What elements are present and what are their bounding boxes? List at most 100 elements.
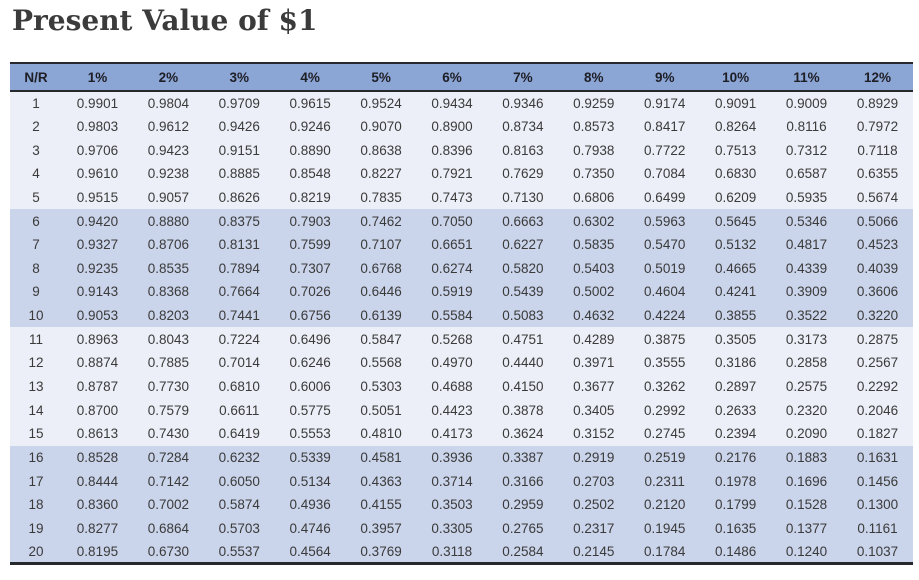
pv-factor-cell: 0.4363 (345, 469, 417, 493)
column-header-rate: 9% (629, 63, 701, 92)
pv-factor-cell: 0.7473 (416, 185, 488, 210)
table-row: 19 0.8277 0.6864 0.5703 0.4746 0.3957 0.3305 0.… (10, 516, 913, 541)
pv-factor-cell: 0.1631 (841, 445, 913, 470)
table-row: 18 0.8360 0.7002 0.5874 0.4936 0.4155 0.3503 0.… (10, 492, 913, 517)
pv-factor-cell: 0.1456 (841, 469, 913, 493)
column-header-rate: 1% (62, 63, 133, 92)
pv-factor-cell: 0.2317 (558, 516, 630, 541)
pv-factor-cell: 0.2394 (700, 421, 772, 446)
pv-factor-cell: 0.2703 (558, 469, 630, 493)
pv-factor-cell: 0.2959 (487, 492, 559, 517)
pv-factor-cell: 0.1827 (841, 421, 913, 446)
pv-factor-cell: 0.8885 (203, 161, 275, 186)
pv-factor-cell: 0.3769 (345, 540, 417, 564)
pv-factor-cell: 0.5935 (771, 185, 842, 210)
pv-factor-cell: 0.1300 (841, 492, 913, 517)
pv-factor-cell: 0.8131 (203, 232, 275, 257)
table-row: 3 0.9706 0.9423 0.9151 0.8890 0.8638 0.8396 0.8… (10, 138, 913, 162)
pv-factor-cell: 0.5919 (416, 280, 488, 304)
pv-factor-cell: 0.9804 (132, 91, 204, 115)
column-header-period: N/R (10, 63, 62, 92)
pv-factor-cell: 0.4581 (345, 445, 417, 470)
pv-factor-cell: 0.7513 (700, 138, 772, 162)
pv-factor-cell: 0.9143 (62, 280, 133, 304)
pv-factor-cell: 0.9346 (487, 91, 559, 115)
pv-factor-cell: 0.6499 (629, 185, 701, 210)
pv-factor-cell: 0.5134 (274, 469, 346, 493)
pv-factor-cell: 0.8227 (345, 161, 417, 186)
pv-factor-cell: 0.9235 (62, 256, 133, 281)
pv-factor-cell: 0.7312 (771, 138, 842, 162)
pv-factor-cell: 0.7629 (487, 161, 559, 186)
row-period: 19 (10, 516, 62, 541)
pv-factor-cell: 0.5346 (771, 209, 842, 233)
pv-factor-cell: 0.6663 (487, 209, 559, 233)
pv-factor-cell: 0.5051 (345, 398, 417, 422)
pv-factor-cell: 0.7972 (841, 114, 913, 139)
pv-factor-cell: 0.7430 (132, 421, 204, 446)
table-row: 16 0.8528 0.7284 0.6232 0.5339 0.4581 0.3936 0.… (10, 445, 913, 470)
pv-factor-cell: 0.7441 (203, 303, 275, 328)
pv-factor-cell: 0.3971 (558, 351, 630, 375)
pv-factor-cell: 0.2120 (629, 492, 701, 517)
pv-factor-cell: 0.7938 (558, 138, 630, 162)
pv-factor-cell: 0.1978 (700, 469, 772, 493)
pv-factor-cell: 0.8368 (132, 280, 204, 304)
pv-factor-cell: 0.5835 (558, 232, 630, 257)
column-header-rate: 10% (700, 63, 772, 92)
pv-factor-cell: 0.4746 (274, 516, 346, 541)
pv-factor-cell: 0.3624 (487, 421, 559, 446)
pv-factor-cell: 0.5963 (629, 209, 701, 233)
column-header-rate: 12% (841, 63, 913, 92)
pv-factor-cell: 0.1486 (700, 540, 772, 564)
pv-factor-cell: 0.7002 (132, 492, 204, 517)
pv-factor-cell: 0.7107 (345, 232, 417, 257)
pv-factor-cell: 0.8613 (62, 421, 133, 446)
pv-factor-cell: 0.7014 (203, 351, 275, 375)
row-period: 5 (10, 185, 62, 210)
table-row: 9 0.9143 0.8368 0.7664 0.7026 0.6446 0.5919 0.5… (10, 280, 913, 304)
pv-factor-cell: 0.8116 (771, 114, 842, 139)
pv-factor-cell: 0.6050 (203, 469, 275, 493)
pv-factor-cell: 0.5703 (203, 516, 275, 541)
pv-factor-cell: 0.9423 (132, 138, 204, 162)
pv-factor-cell: 0.4810 (345, 421, 417, 446)
column-header-rate: 3% (203, 63, 275, 92)
row-period: 2 (10, 114, 62, 139)
pv-factor-cell: 0.4604 (629, 280, 701, 304)
pv-factor-cell: 0.8890 (274, 138, 346, 162)
pv-factor-cell: 0.9615 (274, 91, 346, 115)
pv-factor-cell: 0.2502 (558, 492, 630, 517)
pv-factor-cell: 0.2046 (841, 398, 913, 422)
row-period: 17 (10, 469, 62, 493)
pv-factor-cell: 0.2292 (841, 374, 913, 399)
pv-factor-cell: 0.9259 (558, 91, 630, 115)
table-row: 14 0.8700 0.7579 0.6611 0.5775 0.5051 0.4423 0.… (10, 398, 913, 422)
header-row: N/R 1% 2% 3% 4% 5% 6% 7% 8% 9% 10% 11% 12% (10, 63, 913, 92)
pv-factor-cell: 0.7050 (416, 209, 488, 233)
row-period: 6 (10, 209, 62, 233)
pv-factor-cell: 0.7730 (132, 374, 204, 399)
pv-factor-cell: 0.3878 (487, 398, 559, 422)
pv-factor-cell: 0.3714 (416, 469, 488, 493)
pv-factor-cell: 0.7026 (274, 280, 346, 304)
table-row: 17 0.8444 0.7142 0.6050 0.5134 0.4363 0.3714 0.… (10, 469, 913, 493)
column-header-rate: 2% (132, 63, 204, 92)
pv-factor-cell: 0.2584 (487, 540, 559, 564)
table-header: N/R 1% 2% 3% 4% 5% 6% 7% 8% 9% 10% 11% 12% (10, 63, 913, 92)
pv-factor-cell: 0.3555 (629, 351, 701, 375)
pv-factor-cell: 0.4632 (558, 303, 630, 328)
row-period: 13 (10, 374, 62, 399)
row-period: 16 (10, 445, 62, 470)
pv-factor-cell: 0.7462 (345, 209, 417, 233)
pv-factor-cell: 0.8203 (132, 303, 204, 328)
pv-factor-cell: 0.7350 (558, 161, 630, 186)
pv-factor-cell: 0.6246 (274, 351, 346, 375)
pv-factor-cell: 0.9070 (345, 114, 417, 139)
pv-factor-cell: 0.3262 (629, 374, 701, 399)
pv-factor-cell: 0.4751 (487, 327, 559, 352)
pv-factor-cell: 0.8963 (62, 327, 133, 352)
pv-factor-cell: 0.7664 (203, 280, 275, 304)
pv-factor-cell: 0.7903 (274, 209, 346, 233)
